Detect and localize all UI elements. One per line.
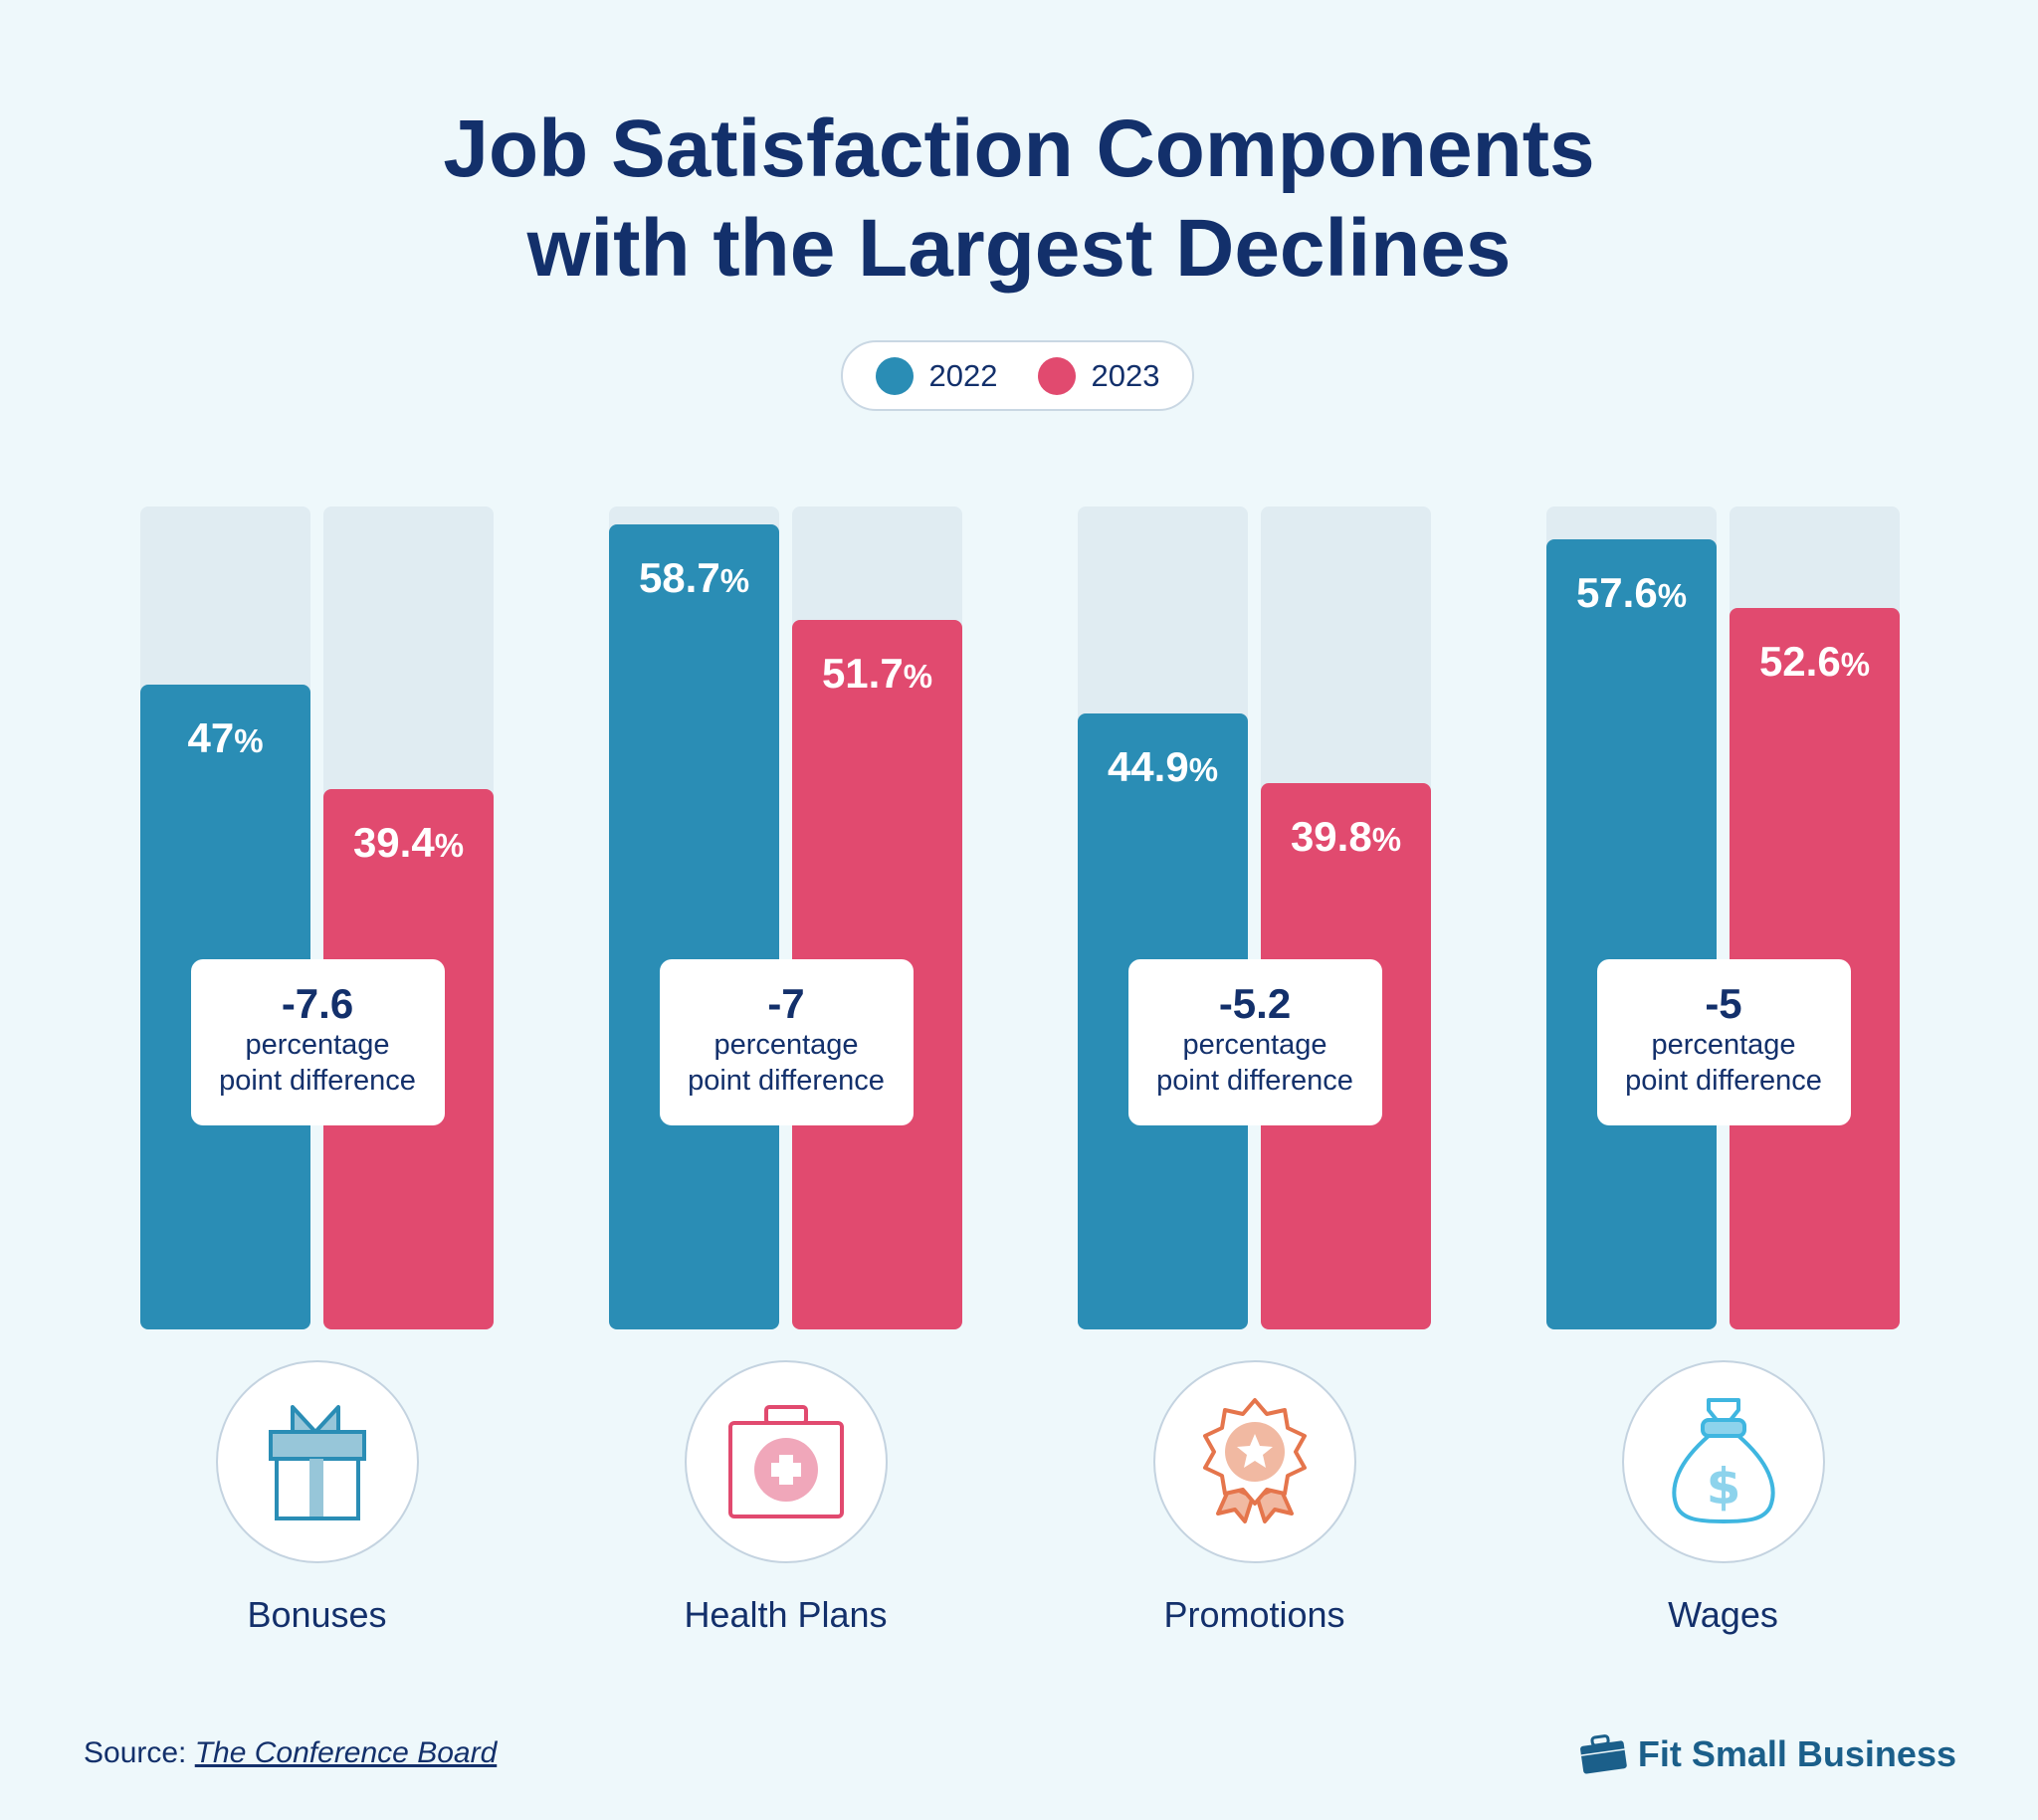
data-label-value: 39.4 [352, 818, 435, 866]
source: Source: The Conference Board [84, 1736, 497, 1770]
legend-swatch [875, 356, 914, 395]
difference-text: percentage [245, 1029, 390, 1061]
bar-2022-wages [1546, 539, 1717, 1329]
first-aid-kit-icon [727, 1405, 844, 1518]
data-label-unit: % [1371, 821, 1402, 859]
category-label: Promotions [1163, 1594, 1345, 1635]
source-link[interactable]: The Conference Board [194, 1736, 498, 1769]
legend-item-2022: 2022 [875, 356, 998, 395]
difference-text: percentage [713, 1029, 859, 1061]
category-icon-circle [1152, 1360, 1356, 1563]
legend-item-2023: 2023 [1037, 356, 1160, 395]
data-label-value: 44.9 [1107, 743, 1189, 791]
title-line: with the Largest Declines [526, 203, 1512, 294]
legend-label: 2023 [1091, 357, 1160, 393]
legend: 2022 2023 [841, 340, 1194, 411]
data-label: 39.4% [323, 819, 494, 867]
brand-name: Fit Small Business [1637, 1733, 1956, 1774]
category-icon-circle [215, 1360, 419, 1563]
data-label: 57.6% [1546, 569, 1717, 617]
difference-text: percentage [1182, 1029, 1327, 1061]
difference-callout: -7 percentage point difference [659, 959, 914, 1125]
category-label: Health Plans [684, 1594, 888, 1635]
chart-title: Job Satisfaction Components with the Lar… [0, 100, 2038, 299]
gift-icon [268, 1405, 366, 1520]
bar-2022-health-plans [609, 523, 779, 1329]
category-icon-circle [684, 1360, 888, 1563]
difference-value: -7 [767, 980, 805, 1027]
difference-value: -5 [1705, 980, 1742, 1027]
data-label-value: 39.8 [1290, 813, 1372, 861]
data-label-unit: % [719, 561, 750, 599]
data-label-unit: % [1657, 577, 1688, 615]
data-label-value: 52.6 [1758, 637, 1841, 685]
data-label-unit: % [1840, 645, 1871, 683]
money-bag-icon: $ [1671, 1398, 1775, 1524]
title-line: Job Satisfaction Components [443, 103, 1595, 194]
data-label: 51.7% [792, 650, 962, 698]
legend-label: 2022 [928, 357, 998, 393]
briefcase-icon [1579, 1734, 1627, 1774]
data-label-value: 51.7 [821, 650, 904, 698]
brand-logo: Fit Small Business [1578, 1733, 1956, 1775]
data-label-unit: % [1188, 751, 1219, 789]
difference-callout: -5.2 percentage point difference [1127, 959, 1382, 1125]
data-label: 47% [140, 714, 310, 762]
difference-text: point difference [1625, 1065, 1822, 1097]
data-label-value: 47 [187, 714, 235, 762]
source-label: Source: [84, 1736, 187, 1769]
difference-text: percentage [1651, 1029, 1796, 1061]
data-label-unit: % [434, 826, 465, 864]
category-label: Wages [1668, 1594, 1778, 1635]
data-label-unit: % [903, 658, 933, 696]
difference-callout: -5 percentage point difference [1596, 959, 1851, 1125]
data-label: 52.6% [1730, 638, 1900, 686]
difference-text: point difference [688, 1065, 885, 1097]
difference-callout: -7.6 percentage point difference [190, 959, 445, 1125]
difference-value: -5.2 [1218, 980, 1292, 1027]
data-label: 58.7% [609, 554, 779, 602]
category-icon-circle: $ [1621, 1360, 1825, 1563]
legend-swatch [1037, 356, 1076, 395]
award-badge-icon [1202, 1398, 1307, 1523]
data-label-unit: % [234, 722, 264, 760]
difference-value: -7.6 [281, 980, 354, 1027]
data-label: 44.9% [1078, 743, 1248, 791]
svg-text:$: $ [1706, 1458, 1740, 1516]
data-label-value: 58.7 [638, 553, 720, 601]
data-label-value: 57.6 [1575, 569, 1658, 617]
data-label: 39.8% [1261, 813, 1431, 861]
difference-text: point difference [219, 1065, 416, 1097]
difference-text: point difference [1156, 1065, 1353, 1097]
category-label: Bonuses [247, 1594, 387, 1635]
